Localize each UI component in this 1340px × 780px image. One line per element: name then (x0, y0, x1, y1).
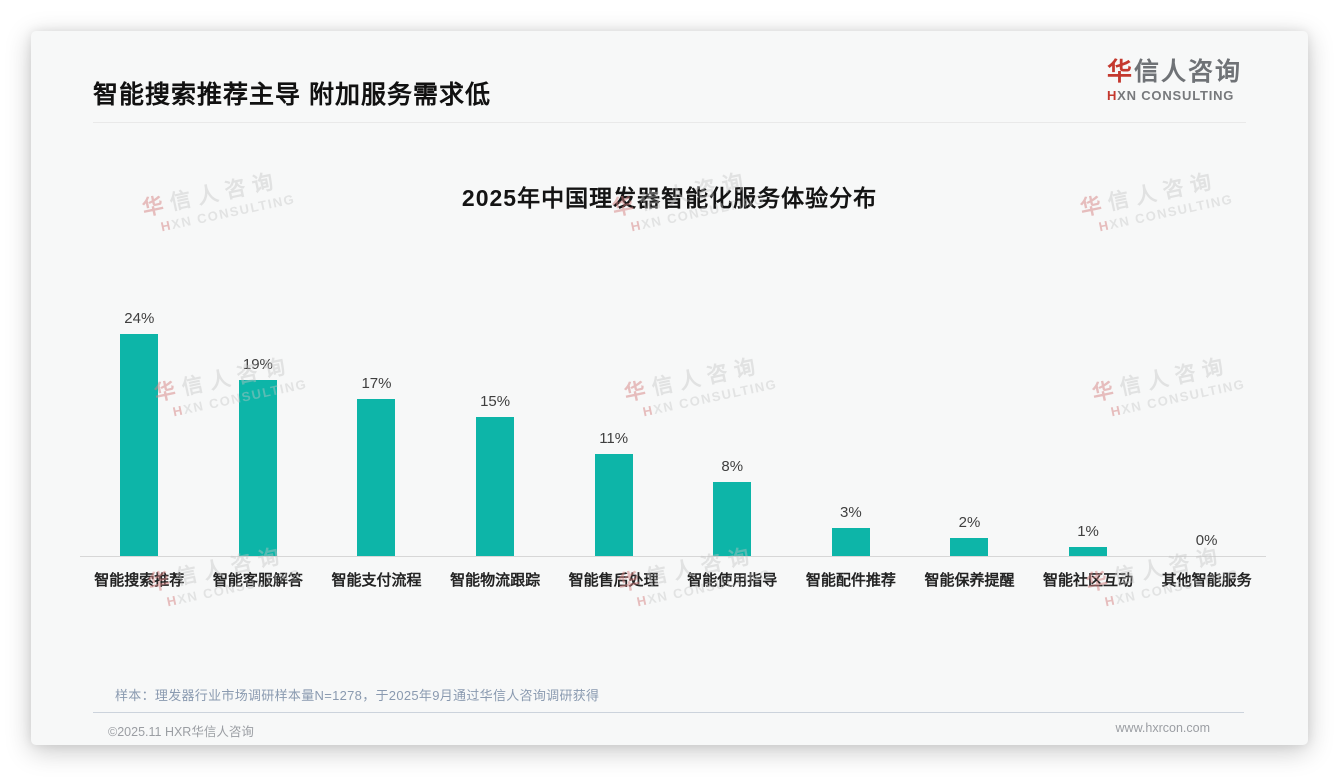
bar-value-label: 1% (1077, 523, 1099, 540)
logo-en-accent: H (1107, 88, 1117, 103)
bar-column: 2% (910, 293, 1029, 556)
logo-english-text: HXN CONSULTING (1107, 89, 1242, 103)
logo-zh-accent: 华 (1107, 58, 1134, 86)
bar (950, 538, 988, 557)
page-title: 智能搜索推荐主导 附加服务需求低 (93, 75, 491, 111)
x-axis-label: 其他智能服务 (1147, 569, 1266, 590)
bar-column: 19% (199, 293, 318, 556)
x-axis-label: 智能保养提醒 (910, 569, 1029, 590)
footer-divider (93, 712, 1244, 713)
bar-column: 3% (792, 293, 911, 556)
company-logo: 华信人咨询 HXN CONSULTING (1107, 59, 1242, 103)
bar (832, 528, 870, 556)
copyright-text: ©2025.11 HXR华信人咨询 (108, 721, 254, 740)
x-axis-label: 智能客服解答 (199, 569, 318, 590)
logo-en-rest: XN CONSULTING (1117, 88, 1234, 103)
bar-column: 17% (317, 293, 436, 556)
bar-column: 24% (80, 293, 199, 556)
bar-column: 0% (1147, 293, 1266, 556)
bar-value-label: 0% (1196, 532, 1218, 549)
bar-chart-plot-area: 24% 19% 17% 15% 11% 8% 3% 2% 1% 0% (80, 293, 1266, 557)
bar-value-label: 11% (599, 430, 628, 447)
bar-value-label: 8% (721, 458, 743, 475)
x-axis-label: 智能搜索推荐 (80, 569, 199, 590)
logo-zh-rest: 信人咨询 (1134, 58, 1242, 86)
x-axis-label: 智能售后处理 (554, 569, 673, 590)
bar-column: 8% (673, 293, 792, 556)
footer-bar: ©2025.11 HXR华信人咨询 www.hxrcon.com (108, 721, 1210, 740)
bar (239, 380, 277, 556)
bar (713, 482, 751, 556)
bar-value-label: 15% (480, 393, 510, 410)
bar (357, 399, 395, 556)
bar-value-label: 2% (959, 514, 981, 531)
header-divider (93, 122, 1246, 123)
bar (476, 417, 514, 556)
bar-value-label: 19% (243, 356, 273, 373)
chart-title: 2025年中国理发器智能化服务体验分布 (31, 179, 1308, 213)
x-axis-label: 智能社区互动 (1029, 569, 1148, 590)
bar-value-label: 17% (361, 375, 391, 392)
x-axis-label: 智能物流跟踪 (436, 569, 555, 590)
website-text: www.hxrcon.com (1116, 721, 1210, 740)
x-axis-category-labels: 智能搜索推荐智能客服解答智能支付流程智能物流跟踪智能售后处理智能使用指导智能配件… (80, 569, 1266, 590)
bar-value-label: 3% (840, 504, 862, 521)
x-axis-label: 智能使用指导 (673, 569, 792, 590)
bar (120, 334, 158, 556)
x-axis-label: 智能配件推荐 (792, 569, 911, 590)
bar-column: 15% (436, 293, 555, 556)
sample-note: 样本：理发器行业市场调研样本量N=1278，于2025年9月通过华信人咨询调研获… (115, 685, 599, 704)
bar-value-label: 24% (124, 310, 154, 327)
x-axis-label: 智能支付流程 (317, 569, 436, 590)
logo-chinese-text: 华信人咨询 (1107, 59, 1242, 87)
bar (1069, 547, 1107, 556)
bar (595, 454, 633, 556)
bar-column: 1% (1029, 293, 1148, 556)
report-card: 智能搜索推荐主导 附加服务需求低 华信人咨询 HXN CONSULTING 20… (31, 31, 1308, 745)
bar-column: 11% (554, 293, 673, 556)
